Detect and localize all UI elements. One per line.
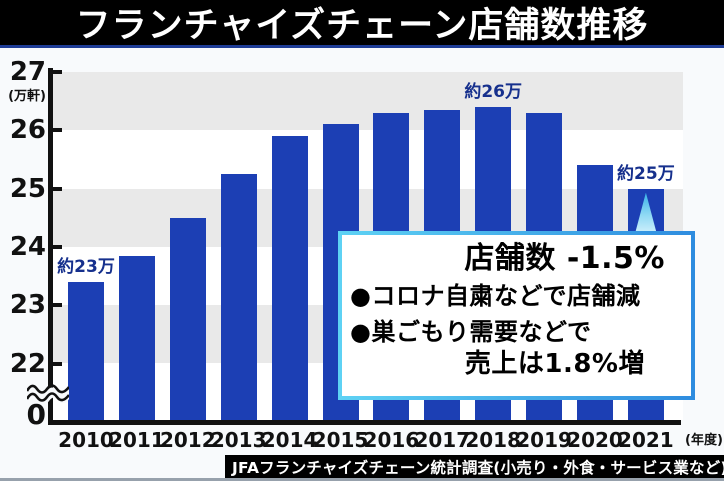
point-label-2021: 約25万 [617, 163, 675, 184]
x-tick-label-2010: 2010 [58, 428, 114, 452]
y-tick-22 [53, 361, 62, 366]
x-tick-label-2017: 2017 [414, 428, 471, 452]
source-text: JFAフランチャイズチェーン統計調査(小売り・外食・サービス業など) [232, 458, 724, 477]
point-label-2010: 約23万 [57, 256, 115, 277]
y-tick-label-24: 24 [9, 231, 46, 262]
x-tick-label-2016: 2016 [363, 428, 420, 452]
y-tick-27 [53, 70, 62, 74]
y-tick-26 [53, 128, 62, 133]
x-tick-label-2019: 2019 [516, 428, 572, 452]
bar-2013 [220, 174, 257, 420]
y-tick-label-23: 23 [9, 290, 46, 321]
x-tick-label-2011: 2011 [109, 428, 165, 452]
callout-subline: 売上は1.8%増 [464, 348, 645, 379]
y-tick-label-27: 27 [9, 57, 46, 87]
x-axis-unit-label: (年度) [685, 433, 723, 448]
x-tick-label-2012: 2012 [159, 428, 216, 452]
grid-band-27-26 [53, 72, 683, 131]
callout-bullet-1: ●コロナ自粛などで店舗減 [350, 281, 641, 310]
y-tick-label-22: 22 [9, 348, 46, 379]
callout-box-inner: 店舗数 -1.5% ●コロナ自粛などで店舗減 ●巣ごもり需要などで 売上は1.8… [342, 235, 691, 396]
y-axis-break [25, 379, 71, 405]
x-axis-line [48, 420, 681, 425]
callout-heading: 店舗数 -1.5% [464, 241, 665, 276]
x-tick-label-2021: 2021 [618, 428, 674, 452]
y-zero-label: 0 [26, 398, 46, 431]
bar-2010 [68, 281, 104, 420]
source-bar: JFAフランチャイズチェーン統計調査(小売り・外食・サービス業など) [225, 455, 724, 478]
point-label-2018: 約26万 [464, 81, 523, 102]
callout-bullet-2: ●巣ごもり需要などで [350, 317, 592, 346]
y-tick-23 [53, 303, 62, 308]
y-axis-unit-label: (万軒) [8, 89, 46, 104]
bar-2011 [118, 255, 155, 420]
bar-2012 [169, 217, 206, 420]
y-tick-24 [53, 244, 62, 249]
page-title: フランチャイズチェーン店舗数推移 [75, 6, 649, 46]
title-bar: フランチャイズチェーン店舗数推移 [0, 0, 724, 48]
x-tick-label-2018: 2018 [465, 428, 522, 452]
x-tick-label-2014: 2014 [261, 428, 318, 452]
x-tick-label-2015: 2015 [312, 428, 369, 452]
y-tick-label-25: 25 [9, 173, 46, 204]
bar-2014 [271, 136, 308, 420]
y-axis-line [48, 68, 53, 425]
x-tick-label-2013: 2013 [210, 428, 267, 452]
y-tick-label-26: 26 [9, 115, 46, 146]
callout-box: 店舗数 -1.5% ●コロナ自粛などで店舗減 ●巣ごもり需要などで 売上は1.8… [338, 231, 695, 400]
bottom-strip [0, 478, 724, 481]
y-tick-25 [53, 186, 62, 191]
x-tick-label-2020: 2020 [567, 428, 623, 452]
